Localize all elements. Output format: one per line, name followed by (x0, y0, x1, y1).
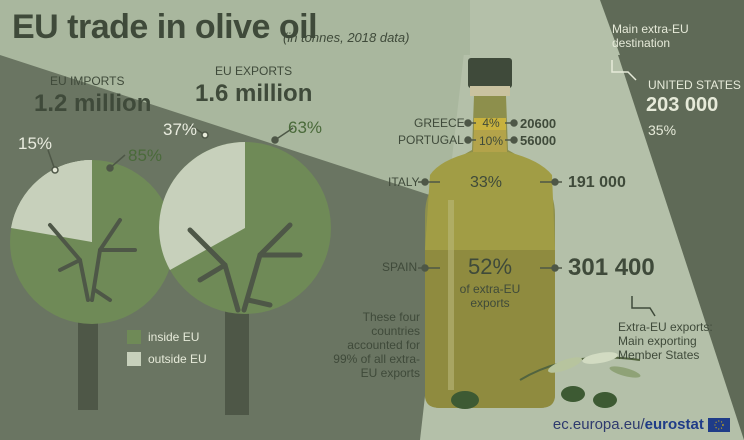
imports-tree (10, 159, 174, 410)
footer-link[interactable]: ec.europa.eu/eurostat (553, 416, 730, 433)
destination-value: 203 000 (646, 94, 719, 116)
page-subtitle: (in tonnes, 2018 data) (283, 30, 410, 45)
legend-outside-swatch (127, 352, 141, 366)
footer-site: ec.europa.eu/ (552, 416, 645, 433)
italy-value: 191 000 (568, 174, 626, 191)
imports-inside-pct: 85% (128, 146, 163, 165)
greece-pct: 4% (482, 116, 500, 130)
legend-inside-swatch (127, 330, 141, 344)
imports-total: 1.2 million (34, 90, 152, 117)
portugal-pct: 10% (478, 134, 504, 148)
imports-outside-pct: 15% (18, 134, 53, 153)
country-greece: GREECE (414, 116, 465, 130)
exports-outside-pct: 37% (163, 120, 198, 139)
country-portugal: PORTUGAL (398, 133, 464, 147)
spain-pct: 52% (468, 254, 513, 279)
exports-inside-pct: 63% (288, 118, 323, 137)
four-countries-note: These four countries accounted for 99% o… (333, 310, 420, 380)
imports-label: EU IMPORTS (50, 74, 125, 88)
olive-branch-art (451, 352, 641, 409)
bottle-caption: Extra-EU exports: Main exporting Member … (618, 320, 713, 362)
exports-tree (159, 142, 331, 415)
portugal-value: 56000 (520, 133, 557, 148)
country-italy: ITALY (388, 175, 420, 189)
bottle-art (425, 58, 555, 408)
page-title: EU trade in olive oil (12, 8, 318, 46)
spain-note: of extra-EU exports (459, 282, 521, 310)
exports-total: 1.6 million (195, 80, 313, 107)
country-spain: SPAIN (382, 260, 418, 274)
footer-brand: eurostat (644, 416, 704, 433)
legend-outside-label: outside EU (148, 352, 207, 366)
greece-value: 20600 (520, 116, 557, 131)
italy-pct: 33% (470, 174, 503, 191)
spain-value: 301 400 (568, 254, 655, 281)
eu-flag-icon (708, 418, 730, 433)
legend-inside-label: inside EU (148, 330, 200, 344)
destination-country: UNITED STATES (648, 78, 741, 92)
destination-caption: Main extra-EU destination (612, 22, 689, 50)
destination-pct: 35% (648, 122, 677, 138)
exports-label: EU EXPORTS (215, 64, 293, 78)
